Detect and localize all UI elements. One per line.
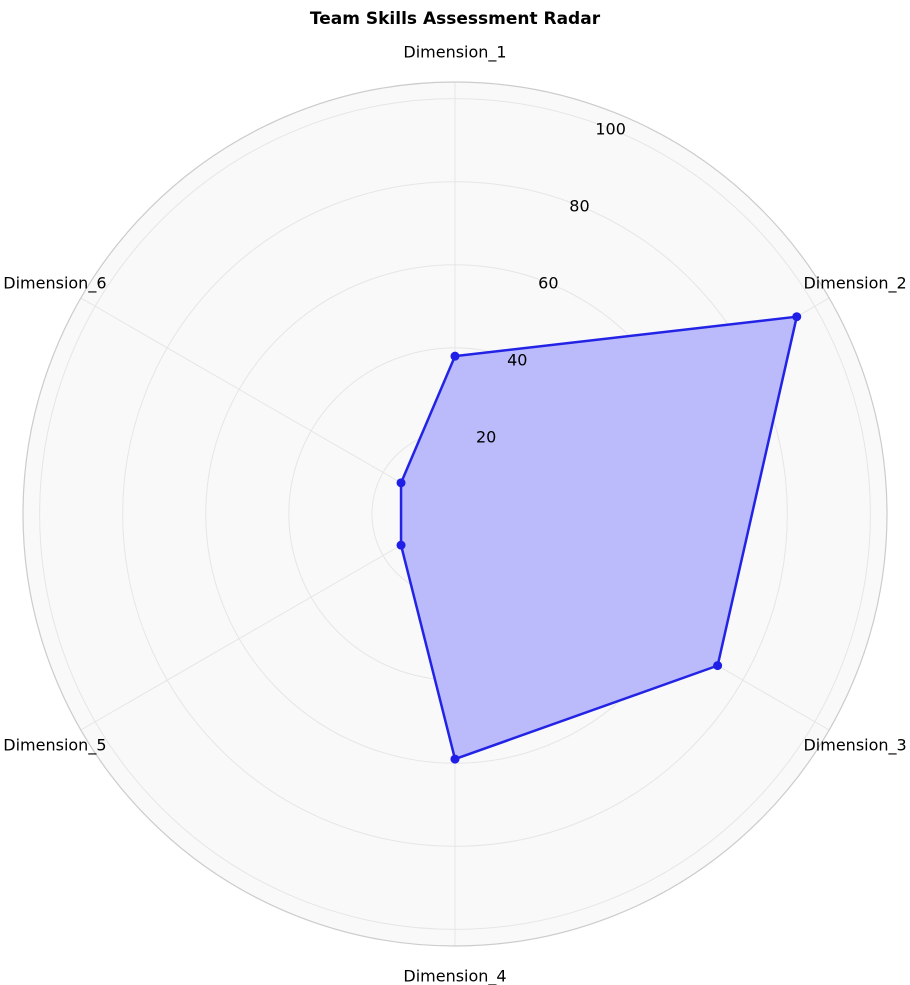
axis-label-2: Dimension_2 [803, 274, 906, 294]
outer-ring [22, 81, 888, 947]
data-point-1 [450, 351, 460, 361]
axis-label-5: Dimension_5 [3, 736, 106, 756]
data-point-4 [450, 754, 460, 764]
grid-spoke-6 [80, 297, 456, 515]
axis-labels: Dimension_1 Dimension_2 Dimension_3 Dimensi… [3, 43, 906, 985]
tick-labels: 20 40 60 80 100 [476, 119, 626, 446]
grid-spoke-5 [80, 513, 456, 731]
chart-title: Team Skills Assessment Radar [310, 9, 601, 29]
axis-label-1: Dimension_1 [403, 43, 506, 63]
tick-label-60: 60 [538, 273, 558, 292]
data-point-5 [396, 540, 406, 550]
axis-label-4: Dimension_4 [403, 967, 506, 985]
axis-label-6: Dimension_6 [3, 274, 106, 294]
data-point-2 [792, 312, 802, 322]
tick-label-100: 100 [595, 119, 626, 138]
tick-label-80: 80 [569, 196, 589, 215]
tick-label-40: 40 [507, 350, 527, 369]
tick-label-20: 20 [476, 427, 496, 446]
series-layer [396, 312, 802, 764]
series-area-0 [401, 316, 797, 760]
data-point-6 [396, 478, 406, 488]
axis-label-3: Dimension_3 [803, 736, 906, 756]
data-point-3 [713, 661, 723, 671]
